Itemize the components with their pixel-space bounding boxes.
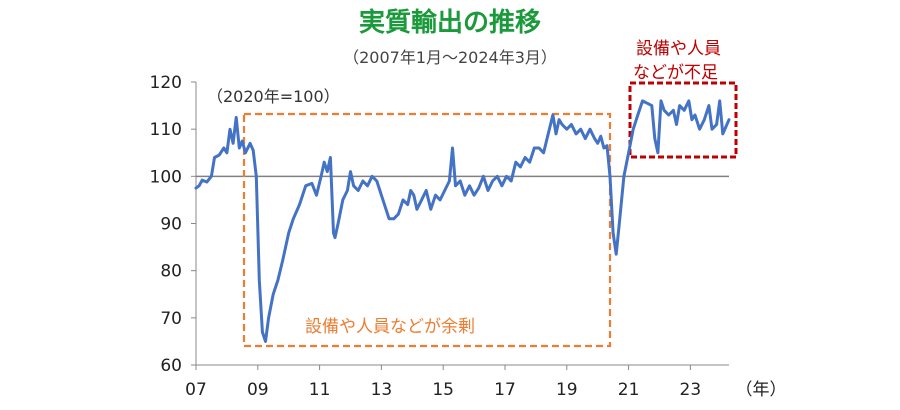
series-layer <box>194 99 731 343</box>
x-tick-label: 13 <box>371 380 393 400</box>
x-tick-label: 15 <box>432 380 454 400</box>
chart-title: 実質輸出の推移 <box>358 8 541 38</box>
y-tick-label: 100 <box>150 167 182 187</box>
x-tick-label: 09 <box>247 380 269 400</box>
y-tick-label: 70 <box>160 309 182 329</box>
chart-subtitle: （2007年1月～2024年3月） <box>343 48 557 67</box>
x-unit-label: （年） <box>736 380 787 400</box>
base-year-label: （2020年=100） <box>207 87 340 106</box>
shortage-annotation-line2: などが不足 <box>633 63 718 83</box>
y-tick-label: 110 <box>150 120 182 140</box>
axes: 60 70 80 90 100 110 120 07 09 11 13 15 17 19 21 23 （年） <box>150 73 787 400</box>
shortage-annotation-line1: 設備や人員 <box>636 39 721 59</box>
x-tick-label: 07 <box>185 380 207 400</box>
x-tick-label: 23 <box>680 380 702 400</box>
x-tick-label: 19 <box>556 380 578 400</box>
y-tick-label: 60 <box>160 356 182 376</box>
y-tick-label: 80 <box>160 262 182 282</box>
surplus-box <box>242 112 612 348</box>
x-tick-label: 17 <box>494 380 516 400</box>
y-tick-label: 90 <box>160 215 182 235</box>
x-tick-label: 11 <box>309 380 331 400</box>
y-tick-label: 120 <box>150 73 182 93</box>
annotation-boxes <box>242 81 738 348</box>
surplus-annotation: 設備や人員などが余剰 <box>305 317 475 337</box>
series-line-0 <box>194 99 731 343</box>
x-tick-label: 21 <box>618 380 640 400</box>
